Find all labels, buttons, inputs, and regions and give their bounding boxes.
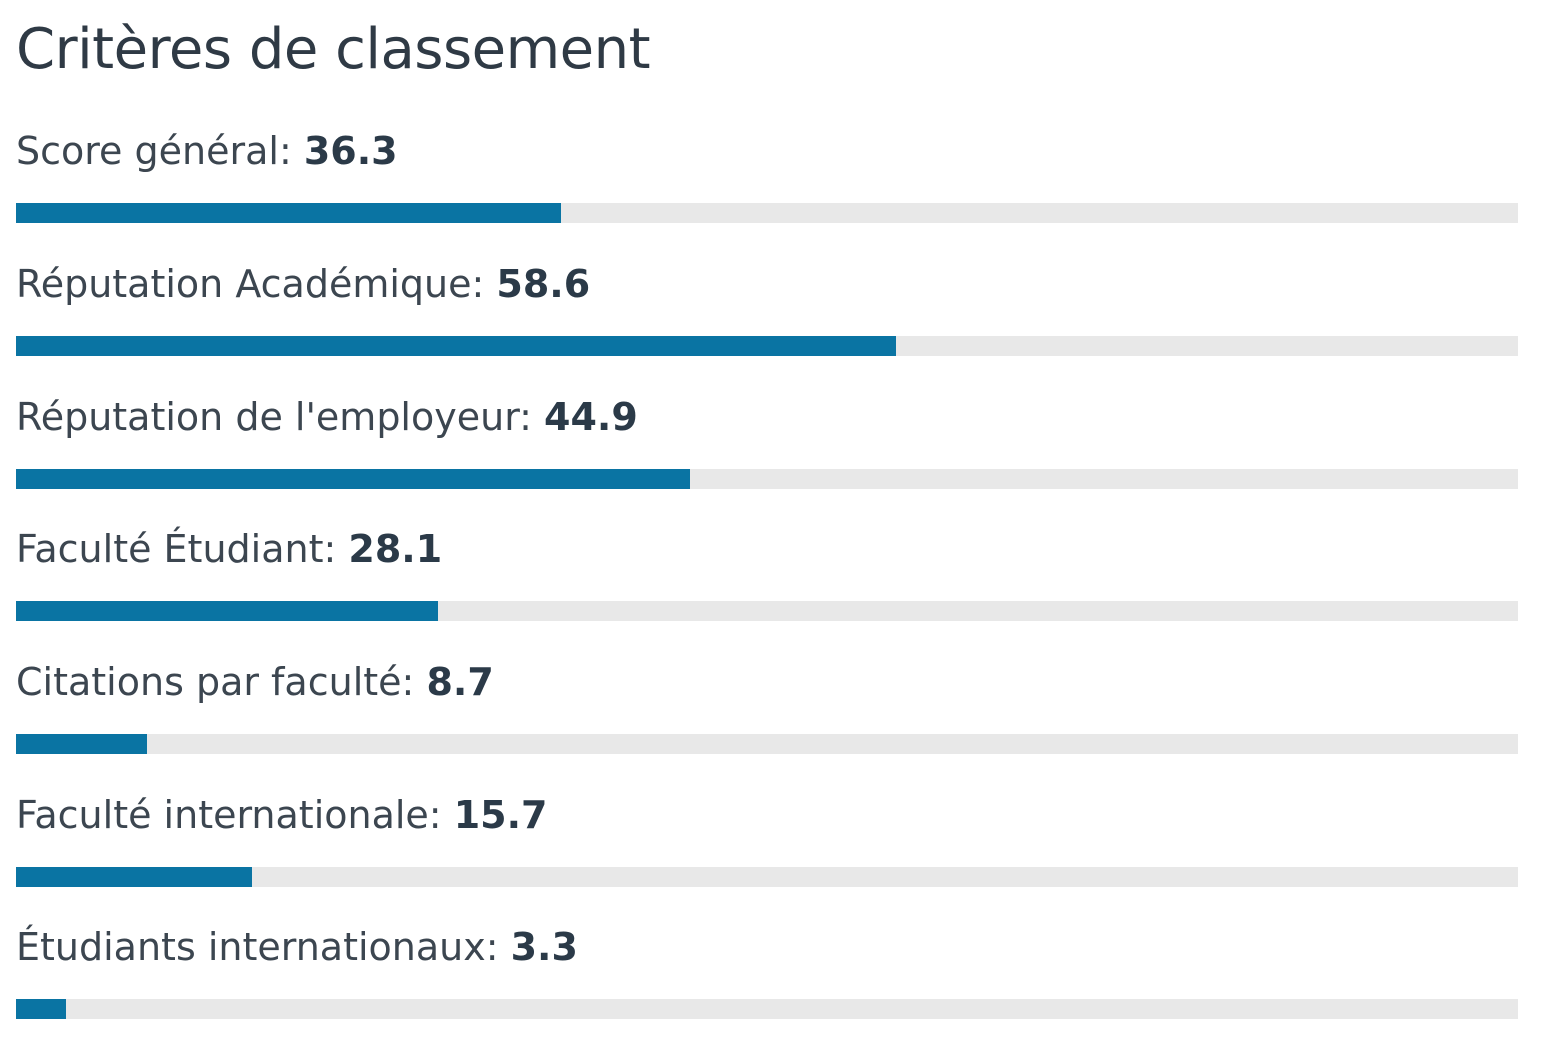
criterion-value: 3.3: [510, 925, 578, 969]
criterion-value: 36.3: [303, 129, 398, 173]
criterion-faculty-student: Faculté Étudiant: 28.1: [16, 524, 1518, 624]
progress-bar-track: [16, 734, 1518, 754]
progress-bar-track: [16, 867, 1518, 887]
criterion-label-line: Réputation Académique: 58.6: [16, 259, 590, 309]
criterion-academic-reputation: Réputation Académique: 58.6: [16, 259, 1518, 359]
criterion-label-line: Réputation de l'employeur: 44.9: [16, 392, 638, 442]
criterion-label: Réputation de l'employeur:: [16, 395, 532, 439]
criterion-international-faculty: Faculté internationale: 15.7: [16, 790, 1518, 890]
progress-bar-fill: [16, 469, 691, 489]
criterion-label-line: Faculté Étudiant: 28.1: [16, 524, 442, 574]
criterion-label: Faculté Étudiant:: [16, 527, 337, 571]
criterion-value: 44.9: [544, 395, 638, 439]
progress-bar-track: [16, 203, 1518, 223]
progress-bar-track: [16, 601, 1518, 621]
criterion-label: Faculté internationale:: [16, 793, 442, 837]
criterion-overall-score: Score général: 36.3: [16, 126, 1518, 226]
criterion-label: Citations par faculté:: [16, 660, 415, 704]
progress-bar-fill: [16, 203, 562, 223]
criterion-label-line: Faculté internationale: 15.7: [16, 790, 547, 840]
criterion-citations-per-faculty: Citations par faculté: 8.7: [16, 657, 1518, 757]
criterion-employer-reputation: Réputation de l'employeur: 44.9: [16, 392, 1518, 492]
progress-bar-track: [16, 336, 1518, 356]
criterion-international-students: Étudiants internationaux: 3.3: [16, 922, 1518, 1022]
criterion-label-line: Score général: 36.3: [16, 126, 398, 176]
progress-bar-fill: [16, 999, 66, 1019]
progress-bar-track: [16, 999, 1518, 1019]
progress-bar-fill: [16, 336, 897, 356]
criterion-label-line: Étudiants internationaux: 3.3: [16, 922, 578, 972]
criterion-label: Score général:: [16, 129, 292, 173]
progress-bar-track: [16, 469, 1518, 489]
criterion-value: 8.7: [426, 660, 494, 704]
progress-bar-fill: [16, 601, 439, 621]
criterion-value: 15.7: [453, 793, 548, 837]
criterion-label: Étudiants internationaux:: [16, 925, 499, 969]
criterion-label: Réputation Académique:: [16, 262, 485, 306]
progress-bar-fill: [16, 734, 147, 754]
page-title: Critères de classement: [16, 17, 651, 82]
progress-bar-fill: [16, 867, 252, 887]
criterion-label-line: Citations par faculté: 8.7: [16, 657, 494, 707]
criterion-value: 28.1: [348, 527, 443, 571]
criterion-value: 58.6: [496, 262, 591, 306]
